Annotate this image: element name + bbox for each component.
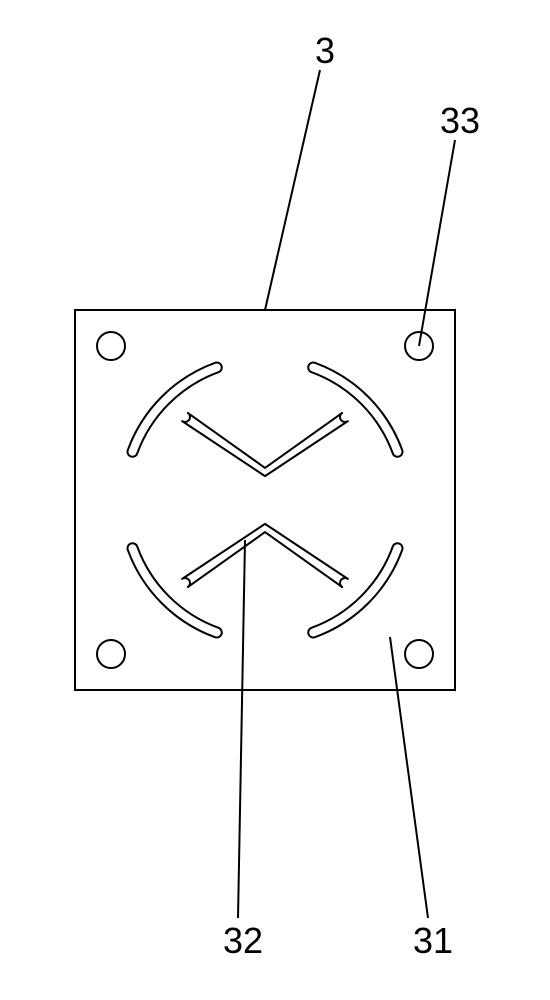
technical-diagram bbox=[0, 0, 550, 1000]
label-chevron-slot: 32 bbox=[223, 920, 263, 962]
label-arc-slot: 31 bbox=[413, 920, 453, 962]
label-plate: 3 bbox=[315, 30, 335, 72]
label-corner-hole: 33 bbox=[440, 100, 480, 142]
